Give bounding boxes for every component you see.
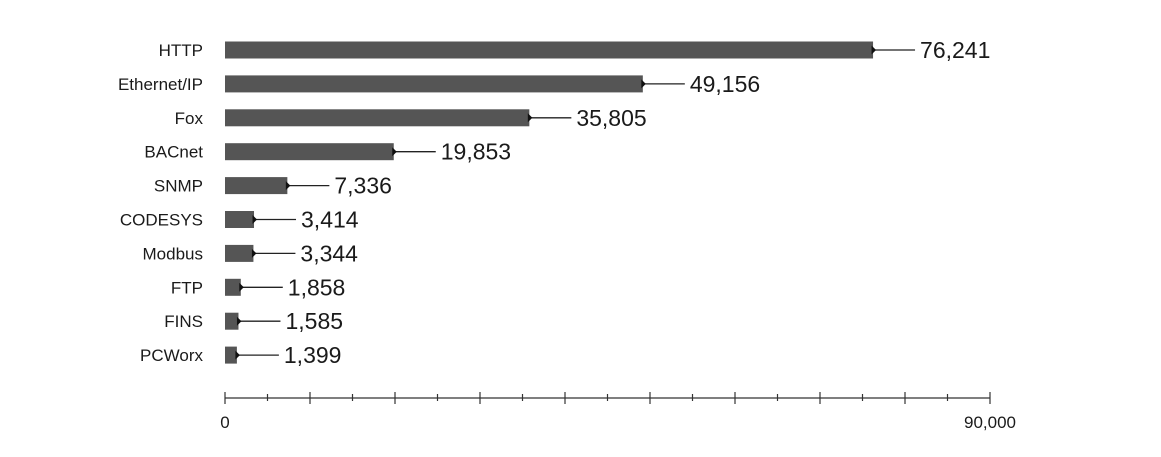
category-label-pcworx: PCWorx: [140, 346, 203, 365]
value-label-modbus: 3,344: [300, 240, 358, 266]
bar-end-marker-ethernet-ip: [641, 79, 646, 89]
bar-fox: [225, 109, 530, 127]
x-axis: 0 90,000: [220, 392, 1016, 432]
bar-end-marker-bacnet: [392, 147, 397, 157]
bars-group: [225, 41, 916, 364]
x-tick-label-90000: 90,000: [964, 413, 1016, 432]
value-label-pcworx: 1,399: [284, 342, 342, 368]
bar-snmp: [225, 177, 288, 195]
bar-modbus: [225, 244, 254, 262]
category-label-snmp: SNMP: [154, 177, 203, 196]
bar-end-marker-fox: [527, 113, 533, 123]
value-label-fox: 35,805: [576, 105, 646, 131]
category-label-ethernet-ip: Ethernet/IP: [118, 75, 203, 94]
category-label-modbus: Modbus: [143, 244, 203, 263]
category-label-bacnet: BACnet: [144, 143, 203, 162]
value-labels-group: 76,241 49,156 35,805 19,853 7,336 3,414 3,344 1…: [284, 37, 991, 368]
bar-ethernet-ip: [225, 75, 643, 93]
category-label-codesys: CODESYS: [120, 211, 203, 230]
bar-end-marker-fins: [236, 316, 242, 326]
value-label-fins: 1,585: [285, 308, 343, 334]
bar-http: [225, 41, 874, 59]
bar-codesys: [225, 211, 255, 228]
bar-ftp: [225, 278, 241, 296]
category-label-fins: FINS: [164, 312, 203, 331]
value-label-ftp: 1,858: [288, 274, 346, 300]
bar-fins: [225, 312, 239, 330]
value-label-bacnet: 19,853: [441, 139, 511, 165]
bar-end-marker-codesys: [252, 215, 258, 224]
bar-end-marker-modbus: [251, 248, 257, 258]
value-label-http: 76,241: [920, 37, 990, 63]
value-label-codesys: 3,414: [301, 207, 359, 233]
bar-end-marker-snmp: [285, 181, 291, 191]
value-label-snmp: 7,336: [334, 173, 392, 199]
category-label-http: HTTP: [159, 41, 203, 60]
value-label-ethernet-ip: 49,156: [690, 71, 760, 97]
bar-end-marker-ftp: [239, 282, 244, 292]
bar-end-marker-pcworx: [235, 350, 240, 360]
bar-pcworx: [225, 346, 237, 364]
category-label-fox: Fox: [175, 109, 204, 128]
bar-bacnet: [225, 143, 394, 161]
category-label-ftp: FTP: [171, 278, 203, 297]
x-tick-label-0: 0: [220, 413, 229, 432]
bar-end-marker-http: [871, 45, 877, 55]
category-labels-group: HTTP Ethernet/IP Fox BACnet SNMP CODESYS Modbu…: [118, 41, 204, 365]
